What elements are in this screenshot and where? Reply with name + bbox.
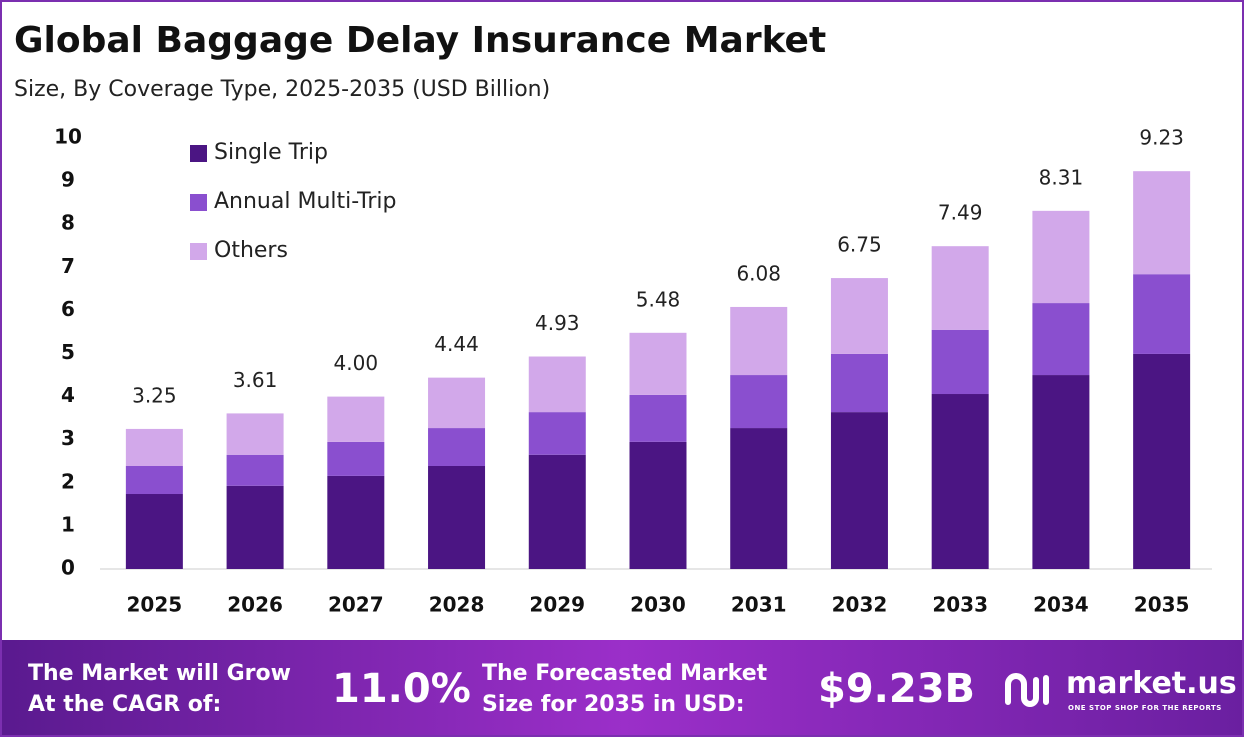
y-tick-label: 2 (61, 469, 75, 493)
bar-segment (327, 475, 385, 569)
bar-segment (730, 375, 788, 429)
line: Size for 2035 in USD: (482, 692, 745, 717)
bar-segment (830, 412, 888, 569)
chart-subtitle: Size, By Coverage Type, 2025-2035 (USD B… (14, 77, 550, 102)
x-tick-label: 2035 (1134, 593, 1190, 617)
total-label: 6.08 (736, 261, 781, 285)
y-tick-label: 6 (61, 297, 75, 321)
size-text: The Forecasted Market Size for 2035 in US… (482, 658, 767, 720)
total-label: 4.44 (434, 332, 479, 356)
y-tick-label: 0 (61, 556, 75, 580)
legend-swatch (190, 194, 207, 211)
bar-segment (730, 306, 788, 376)
bar-segment (1032, 210, 1090, 304)
total-label: 9.23 (1139, 126, 1184, 150)
total-label: 3.61 (233, 368, 278, 392)
line: At the CAGR of: (28, 692, 222, 717)
bar-segment (931, 394, 989, 569)
bar-segment (428, 465, 486, 569)
chart: Global Baggage Delay Insurance Market Si… (14, 20, 1212, 617)
bar-segment (528, 412, 586, 455)
x-tick-label: 2025 (127, 593, 183, 617)
bar-segment (1032, 375, 1090, 569)
total-label: 4.00 (334, 351, 379, 375)
bar-segment (327, 396, 385, 442)
y-tick-label: 1 (61, 512, 75, 536)
chart-title: Global Baggage Delay Insurance Market (14, 20, 826, 61)
bar-segment (629, 394, 687, 442)
x-tick-label: 2026 (227, 593, 283, 617)
bar-segment (730, 428, 788, 569)
bar-segment (1133, 171, 1191, 275)
bar-segment (629, 332, 687, 395)
y-tick-label: 3 (61, 426, 75, 450)
x-tick-label: 2033 (932, 593, 988, 617)
bar-segment (428, 377, 486, 429)
x-tick-label: 2031 (731, 593, 787, 617)
bar-segment (931, 329, 989, 395)
line: The Forecasted Market (482, 661, 768, 686)
total-label: 8.31 (1039, 165, 1084, 189)
brand: market.us (1066, 666, 1237, 701)
tagline: ONE STOP SHOP FOR THE REPORTS (1068, 704, 1222, 712)
x-tick-label: 2029 (529, 593, 585, 617)
total-label: 3.25 (132, 383, 177, 407)
bar-segment (1133, 353, 1191, 569)
bar-segment (931, 246, 989, 330)
bar-segment (528, 356, 586, 413)
legend-swatch (190, 243, 207, 260)
y-tick-label: 4 (61, 383, 75, 407)
size-value: $9.23B (818, 666, 976, 712)
bar-segment (125, 494, 183, 569)
total-label: 6.75 (837, 233, 882, 257)
bar-segment (226, 454, 284, 486)
x-tick-label: 2032 (832, 593, 888, 617)
bar-segment (830, 278, 888, 354)
legend-label: Annual Multi-Trip (214, 189, 397, 214)
bar-segment (528, 454, 586, 569)
legend-swatch (190, 145, 207, 162)
total-label: 4.93 (535, 311, 580, 335)
x-tick-label: 2027 (328, 593, 384, 617)
bar-segment (327, 441, 385, 476)
total-label: 5.48 (636, 287, 681, 311)
y-tick-label: 10 (54, 125, 82, 149)
legend-label: Others (214, 238, 288, 263)
total-label: 7.49 (938, 201, 983, 225)
cagr-value: 11.0% (332, 666, 471, 712)
bar-segment (428, 428, 486, 466)
bar-segment (1133, 274, 1191, 354)
bar-segment (226, 413, 284, 455)
x-tick-label: 2030 (630, 593, 686, 617)
x-tick-label: 2034 (1033, 593, 1089, 617)
y-tick-label: 9 (61, 168, 75, 192)
y-tick-label: 5 (61, 340, 75, 364)
bar-segment (125, 428, 183, 466)
cagr-text: The Market will Grow At the CAGR of: (28, 658, 291, 720)
y-tick-label: 7 (61, 254, 75, 278)
y-tick-label: 8 (61, 211, 75, 235)
logo-icon (1005, 673, 1049, 707)
legend-label: Single Trip (214, 140, 328, 165)
bar-segment (1032, 303, 1090, 376)
bar-segment (830, 353, 888, 413)
line: The Market will Grow (28, 661, 291, 686)
x-tick-label: 2028 (429, 593, 485, 617)
footer: The Market will Grow At the CAGR of: 11.0… (2, 640, 1242, 735)
bar-segment (226, 485, 284, 569)
bar-segment (629, 441, 687, 569)
bar-segment (125, 465, 183, 495)
